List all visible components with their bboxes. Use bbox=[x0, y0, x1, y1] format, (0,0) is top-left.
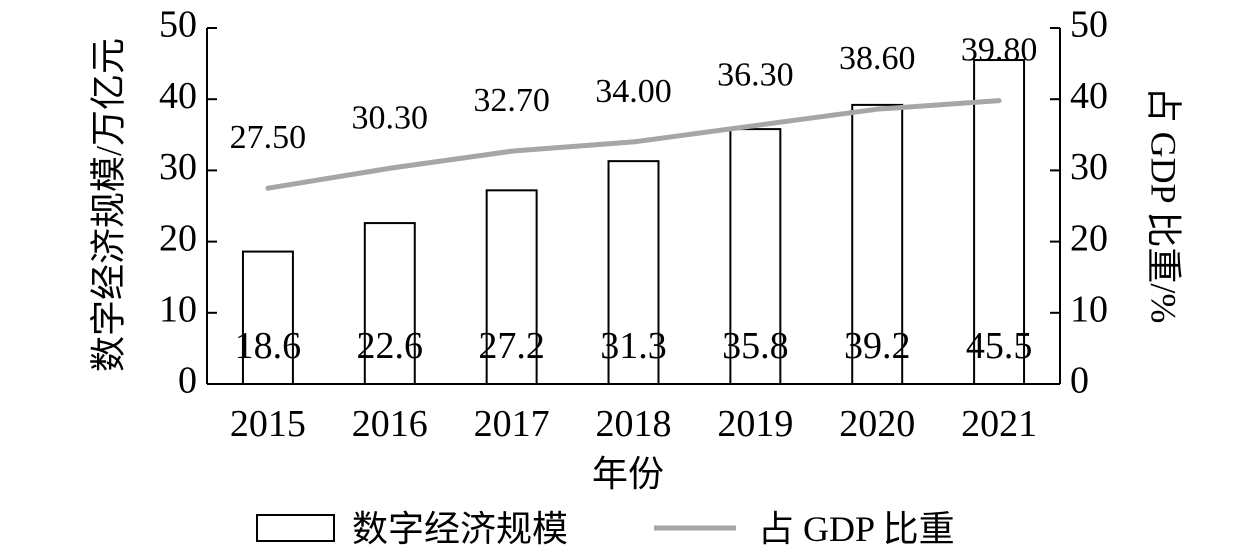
line-value-labels: 27.50 30.30 32.70 34.00 36.30 38.60 39.80 bbox=[230, 32, 1038, 157]
bar-2017 bbox=[485, 189, 538, 385]
line-value-label-2017: 32.70 bbox=[473, 82, 550, 119]
bar-2018 bbox=[607, 160, 660, 385]
x-tick-label-2020: 2020 bbox=[839, 403, 915, 445]
left-axis-ticks: 0 10 20 30 40 50 bbox=[159, 4, 217, 402]
line-value-label-2019: 36.30 bbox=[717, 57, 794, 94]
x-axis-title: 年份 bbox=[592, 454, 664, 494]
bar-value-label-2015: 18.6 bbox=[235, 325, 302, 367]
left-tick-label-30: 30 bbox=[159, 146, 197, 188]
x-tick-label-2019: 2019 bbox=[717, 403, 793, 445]
bar-value-labels: 18.6 22.6 27.2 31.3 35.8 39.2 45.5 bbox=[235, 325, 1033, 367]
bar-value-label-2020: 39.2 bbox=[844, 325, 911, 367]
right-axis-ticks: 0 10 20 30 40 50 bbox=[1050, 4, 1108, 402]
line-value-label-2021: 39.80 bbox=[961, 32, 1038, 69]
y-axis-title-right: 占 GDP 比重/% bbox=[1144, 87, 1184, 324]
bar-2021 bbox=[973, 59, 1026, 385]
left-tick-label-20: 20 bbox=[159, 217, 197, 259]
left-tick-label-50: 50 bbox=[159, 4, 197, 46]
line-value-label-2020: 38.60 bbox=[839, 40, 916, 77]
right-tick-label-0: 0 bbox=[1070, 360, 1089, 402]
bar-2015 bbox=[241, 250, 294, 385]
bar-series bbox=[241, 59, 1026, 386]
right-tick-label-30: 30 bbox=[1070, 146, 1108, 188]
line-value-label-2016: 30.30 bbox=[352, 99, 429, 136]
left-tick-label-10: 10 bbox=[159, 289, 197, 331]
bar-value-label-2017: 27.2 bbox=[478, 325, 545, 367]
legend-line-label: 占 GDP 比重 bbox=[758, 509, 955, 549]
bar-value-label-2016: 22.6 bbox=[357, 325, 424, 367]
legend-bar-swatch bbox=[256, 514, 335, 542]
bar-2020 bbox=[851, 103, 904, 386]
right-tick-label-50: 50 bbox=[1070, 4, 1108, 46]
x-tick-label-2015: 2015 bbox=[230, 403, 306, 445]
x-tick-label-2021: 2021 bbox=[961, 403, 1037, 445]
line-value-label-2018: 34.00 bbox=[595, 73, 672, 110]
left-tick-label-0: 0 bbox=[178, 360, 197, 402]
x-tick-label-2017: 2017 bbox=[474, 403, 550, 445]
line-value-label-2015: 27.50 bbox=[230, 119, 307, 156]
right-tick-label-40: 40 bbox=[1070, 75, 1108, 117]
left-tick-label-40: 40 bbox=[159, 75, 197, 117]
legend-bar-label: 数字经济规模 bbox=[352, 509, 568, 549]
bar-2016 bbox=[363, 222, 416, 385]
legend: 数字经济规模 占 GDP 比重 bbox=[256, 509, 955, 549]
bar-value-label-2019: 35.8 bbox=[722, 325, 789, 367]
line-series bbox=[265, 98, 1002, 191]
x-axis-ticks: 2015 2016 2017 2018 2019 2020 2021 bbox=[230, 403, 1037, 445]
bar-value-label-2018: 31.3 bbox=[600, 325, 667, 367]
y-axis-title-left: 数字经济规模/万亿元 bbox=[88, 38, 128, 372]
x-tick-label-2016: 2016 bbox=[352, 403, 428, 445]
right-tick-label-20: 20 bbox=[1070, 217, 1108, 259]
x-tick-label-2018: 2018 bbox=[596, 403, 672, 445]
right-tick-label-10: 10 bbox=[1070, 289, 1108, 331]
bar-2019 bbox=[729, 128, 782, 385]
bar-value-label-2021: 45.5 bbox=[966, 325, 1033, 367]
